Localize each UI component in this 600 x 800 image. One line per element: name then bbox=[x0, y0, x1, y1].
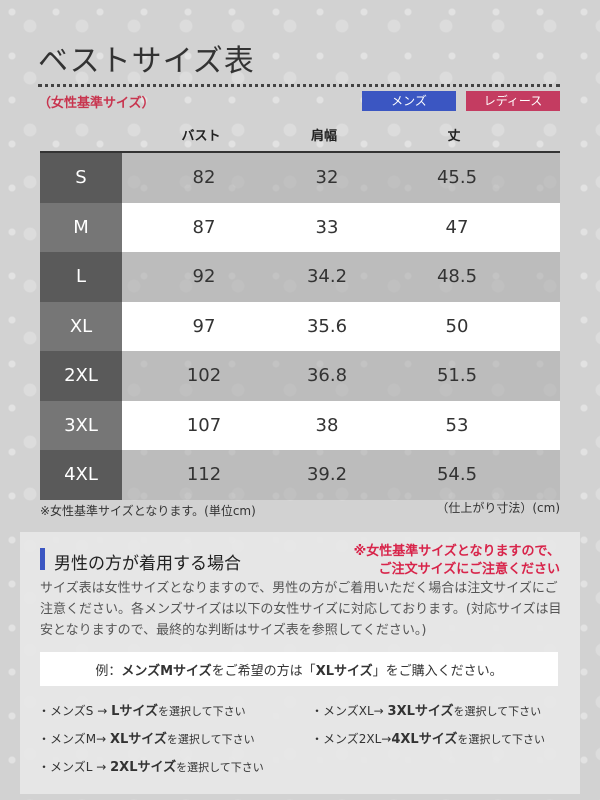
example-suffix: 」をご購入ください。 bbox=[372, 663, 503, 679]
list-item: ・メンズ2XL→4XLサイズを選択して下さい bbox=[311, 728, 545, 747]
table-row: S 82 32 45.5 bbox=[40, 153, 560, 203]
finish-size-note: （仕上がり寸法）(cm) bbox=[436, 501, 560, 515]
bust-value: 102 bbox=[186, 365, 222, 387]
conversion-suffix: を選択して下さい bbox=[176, 761, 264, 774]
conversion-suffix: を選択して下さい bbox=[157, 705, 246, 718]
table-row: L 92 34.2 48.5 bbox=[40, 252, 560, 302]
dotted-divider bbox=[38, 84, 560, 87]
length-value: 50 bbox=[445, 315, 469, 337]
row-values: 87 33 47 bbox=[122, 202, 560, 252]
conversion-prefix: ・メンズXL→ bbox=[311, 704, 388, 718]
size-table: S 82 32 45.5 M 87 33 47 L 92 34.2 48.5 X… bbox=[40, 153, 560, 500]
row-values: 107 38 53 bbox=[122, 400, 560, 450]
conversion-prefix: ・メンズM→ bbox=[38, 732, 110, 746]
conversion-prefix: ・メンズ2XL→ bbox=[311, 732, 392, 746]
bust-value: 97 bbox=[192, 315, 216, 337]
shoulder-value: 38 bbox=[315, 414, 339, 436]
mens-info-panel: 男性の方が着用する場合 ※女性基準サイズとなりますので、 ご注文サイズにご注意く… bbox=[20, 532, 580, 794]
bust-value: 112 bbox=[186, 464, 222, 486]
conversion-suffix: を選択して下さい bbox=[453, 705, 542, 718]
conversion-prefix: ・メンズL → bbox=[38, 760, 111, 774]
size-label: 3XL bbox=[40, 400, 122, 450]
size-label: L bbox=[40, 252, 122, 302]
size-label: M bbox=[40, 202, 122, 252]
size-label: 4XL bbox=[40, 450, 122, 500]
conversion-target: 4XLサイズ bbox=[391, 732, 458, 747]
size-label: S bbox=[40, 153, 122, 203]
table-row: 2XL 102 36.8 51.5 bbox=[40, 351, 560, 401]
row-values: 82 32 45.5 bbox=[122, 153, 560, 203]
table-row: XL 97 35.6 50 bbox=[40, 301, 560, 351]
shoulder-value: 36.8 bbox=[306, 365, 348, 387]
shoulder-value: 35.6 bbox=[306, 315, 348, 337]
example-box: 例： メンズMサイズ をご希望の方は「 XLサイズ 」をご購入ください。 bbox=[40, 652, 558, 686]
conversion-target: Lサイズ bbox=[111, 704, 158, 719]
list-item: ・メンズL → 2XLサイズを選択して下さい bbox=[38, 756, 264, 775]
list-item: ・メンズS → Lサイズを選択して下さい bbox=[38, 700, 246, 719]
list-item: ・メンズXL→ 3XLサイズを選択して下さい bbox=[311, 700, 541, 719]
bust-value: 87 bbox=[192, 216, 216, 238]
shoulder-value: 33 bbox=[315, 216, 339, 238]
shoulder-value: 39.2 bbox=[306, 464, 348, 486]
warning-line-1: ※女性基準サイズとなりますので、 bbox=[353, 544, 560, 559]
bust-value: 92 bbox=[192, 266, 216, 288]
conversion-target: 2XLサイズ bbox=[110, 760, 177, 775]
heading-accent-bar bbox=[40, 548, 45, 570]
conversion-suffix: を選択して下さい bbox=[166, 733, 255, 746]
length-value: 47 bbox=[445, 216, 469, 238]
row-values: 112 39.2 54.5 bbox=[122, 450, 560, 500]
size-label: 2XL bbox=[40, 351, 122, 401]
legend-mens-badge: メンズ bbox=[362, 91, 456, 111]
page-title: ベストサイズ表 bbox=[38, 44, 255, 79]
table-row: 3XL 107 38 53 bbox=[40, 400, 560, 450]
column-header-bust: バスト bbox=[181, 129, 221, 144]
warning-line-2: ご注文サイズにご注意ください bbox=[378, 562, 560, 577]
conversion-suffix: を選択して下さい bbox=[457, 733, 545, 746]
length-value: 48.5 bbox=[436, 266, 478, 288]
length-value: 53 bbox=[445, 414, 469, 436]
column-header-length: 丈 bbox=[447, 129, 461, 144]
size-label: XL bbox=[40, 301, 122, 351]
conversion-prefix: ・メンズS → bbox=[38, 704, 112, 718]
size-warning: ※女性基準サイズとなりますので、 ご注文サイズにご注意ください bbox=[354, 543, 560, 579]
bust-value: 107 bbox=[186, 414, 222, 436]
length-value: 54.5 bbox=[436, 464, 478, 486]
conversion-target: XLサイズ bbox=[109, 732, 167, 747]
table-top-border bbox=[40, 151, 560, 153]
table-row: M 87 33 47 bbox=[40, 202, 560, 252]
length-value: 51.5 bbox=[436, 365, 478, 387]
example-mid: をご希望の方は「 bbox=[211, 663, 316, 679]
bust-value: 82 bbox=[192, 167, 216, 189]
row-values: 102 36.8 51.5 bbox=[122, 351, 560, 401]
panel-description: サイズ表は女性サイズとなりますので、男性の方がご着用いただく場合は注文サイズにご… bbox=[40, 581, 562, 638]
row-values: 97 35.6 50 bbox=[122, 301, 560, 351]
conversion-target: 3XLサイズ bbox=[387, 704, 454, 719]
example-mens-size: メンズMサイズ bbox=[121, 663, 212, 679]
subtitle: （女性基準サイズ） bbox=[38, 96, 155, 111]
length-value: 45.5 bbox=[436, 167, 478, 189]
row-values: 92 34.2 48.5 bbox=[122, 252, 560, 302]
example-prefix: 例： bbox=[95, 663, 122, 679]
shoulder-value: 34.2 bbox=[306, 266, 348, 288]
shoulder-value: 32 bbox=[315, 167, 339, 189]
legend-ladies-badge: レディース bbox=[466, 91, 560, 111]
example-ladies-size: XLサイズ bbox=[315, 663, 373, 679]
column-header-shoulder: 肩幅 bbox=[310, 129, 337, 144]
panel-heading: 男性の方が着用する場合 bbox=[54, 554, 241, 574]
table-row: 4XL 112 39.2 54.5 bbox=[40, 450, 560, 500]
list-item: ・メンズM→ XLサイズを選択して下さい bbox=[38, 728, 255, 747]
unit-note: ※女性基準サイズとなります。(単位cm) bbox=[40, 504, 256, 518]
